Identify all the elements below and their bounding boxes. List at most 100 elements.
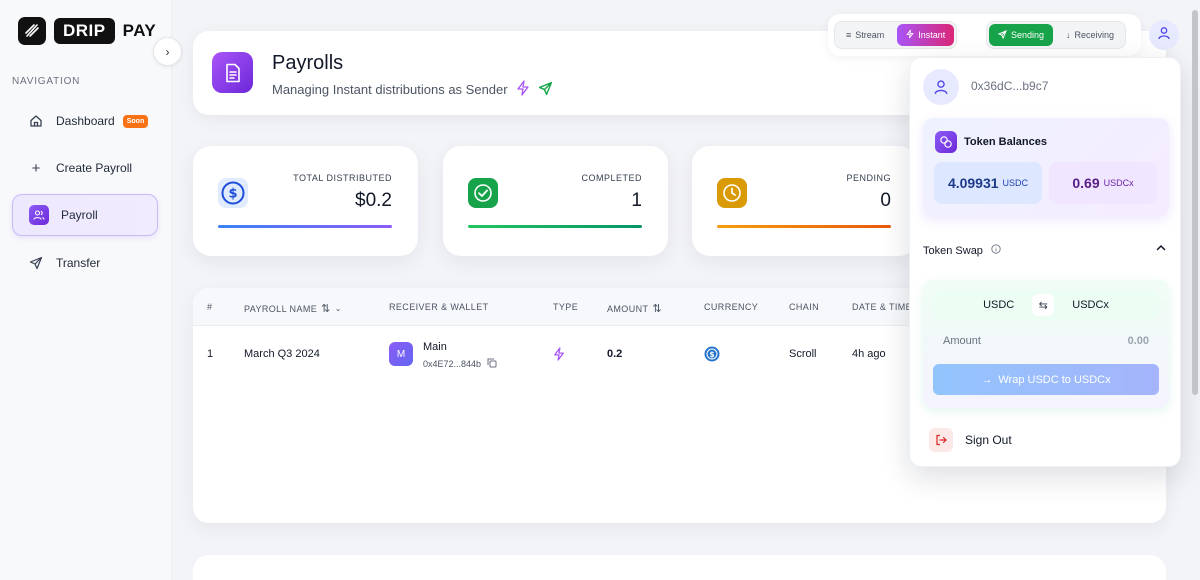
balance-value: 4.09931 [947,175,999,191]
page-title: Payrolls [272,52,344,74]
column-header-label: PAYROLL NAME [244,303,318,314]
stat-card-total-distributed: $ TOTAL DISTRIBUTED $0.2 [193,146,418,256]
stat-value: 0 [880,190,891,211]
plus-icon: + [31,159,41,177]
svg-text:$: $ [228,187,237,202]
stat-bar [717,225,891,228]
amount-field[interactable]: Amount 0.00 [933,326,1159,356]
chevron-right-icon: › [165,44,170,59]
stat-card-pending: PENDING 0 [692,146,917,256]
secondary-card [193,555,1166,580]
sidebar-item-label: Payroll [61,208,98,222]
balance-unit: USDCx [1103,178,1134,188]
send-icon [538,81,553,99]
logo[interactable]: DRIP PAY [18,17,156,45]
column-header-date: DATE & TIME [852,302,913,312]
page-subtitle-text: Managing Instant distributions as Sender [272,82,508,97]
send-icon [28,255,44,271]
token-swap-panel: USDC ⇆ USDCx Amount 0.00 → Wrap USDC to … [923,280,1169,408]
sidebar-item-payroll[interactable]: Payroll [12,194,158,236]
sending-toggle[interactable]: Sending [989,24,1054,46]
stat-label: PENDING [846,173,891,183]
sort-icon: ⇅ [652,303,663,315]
sign-out-button[interactable]: Sign Out [929,428,1012,452]
swap-arrows-icon[interactable]: ⇆ [1032,294,1055,316]
column-header-payroll-name[interactable]: PAYROLL NAME ⇅ ⌄ [244,302,342,315]
receiving-toggle[interactable]: ↓ Receiving [1057,24,1123,46]
page-subtitle: Managing Instant distributions as Sender [272,80,553,99]
stat-label: TOTAL DISTRIBUTED [293,173,392,183]
coins-icon [935,131,957,153]
row-wallet-address: 0x4E72...844b [423,359,482,369]
chevron-up-icon[interactable] [1156,242,1166,254]
usdc-icon: $ [704,346,720,365]
instant-toggle-label: Instant [918,30,946,40]
arrow-right-icon: → [981,373,993,386]
chevron-down-icon: ⌄ [334,304,342,313]
stream-toggle[interactable]: ≡ Stream [837,24,893,46]
sidebar-item-create-payroll[interactable]: + Create Payroll [12,147,158,189]
sidebar-item-transfer[interactable]: Transfer [12,242,158,284]
stat-bar [468,225,642,228]
dollar-icon: $ [218,178,248,208]
token-swap-title: Token Swap [923,244,983,257]
row-chain: Scroll [789,348,817,360]
sidebar-item-label: Transfer [56,256,101,270]
token-balances-panel: Token Balances 4.09931 USDC 0.69 USDCx [923,118,1169,216]
svg-text:$: $ [709,350,714,359]
amount-label: Amount [943,335,981,347]
stat-value: 1 [631,190,642,211]
stat-card-completed: COMPLETED 1 [443,146,668,256]
balance-unit: USDC [1002,178,1029,188]
token-balances-title: Token Balances [964,136,1047,148]
column-header-amount[interactable]: AMOUNT ⇅ [607,302,662,315]
send-icon [997,29,1007,41]
wallet-address[interactable]: 0x36dC...b9c7 [971,79,1049,93]
wrap-button-label: Wrap USDC to USDCx [998,373,1111,386]
soon-badge: Soon [122,114,149,128]
home-icon [28,113,44,129]
row-payroll-name: March Q3 2024 [244,348,320,360]
users-icon [29,205,49,225]
document-icon [212,52,253,93]
mode-toggles: ≡ Stream Instant Sending ↓ Receiving [828,14,1141,56]
page-scrollbar[interactable] [1192,10,1198,395]
swap-to-token: USDCx [1072,299,1109,311]
bolt-icon [553,347,565,364]
receiving-toggle-label: Receiving [1074,30,1115,40]
bolt-icon [516,80,530,99]
sort-icon: ⇅ [321,303,331,315]
arrow-down-icon: ↓ [1066,30,1071,40]
mode-toggle-group: ≡ Stream Instant [834,21,958,49]
row-amount: 0.2 [607,348,623,360]
instant-toggle[interactable]: Instant [897,24,955,46]
receiver-avatar: M [389,342,413,366]
column-header-label: AMOUNT [607,303,649,314]
usdc-balance: 4.09931 USDC [934,162,1042,204]
row-wallet: 0x4E72...844b [423,358,497,370]
row-receiver-name: Main [423,341,447,353]
clock-icon [717,178,747,208]
wrap-button[interactable]: → Wrap USDC to USDCx [933,364,1159,395]
column-header-index: # [207,302,213,312]
copy-icon[interactable] [487,358,497,370]
column-header-receiver: RECEIVER & WALLET [389,302,489,312]
sidebar-item-label: Dashboard [56,114,115,128]
column-header-chain: CHAIN [789,302,820,312]
sidebar-item-dashboard[interactable]: Dashboard Soon [12,100,158,142]
logo-drip-text: DRIP [54,18,115,44]
bolt-icon [906,29,915,41]
sign-out-label: Sign Out [965,433,1012,447]
token-swap-header[interactable]: Token Swap [923,244,1001,257]
column-header-type: TYPE [553,302,579,312]
sidebar-collapse-button[interactable]: › [153,37,182,66]
logout-icon [929,428,953,452]
account-avatar-button[interactable] [1149,20,1179,50]
user-icon [1157,26,1171,45]
stream-toggle-label: Stream [855,30,885,40]
drip-logo-icon [18,17,46,45]
balance-value: 0.69 [1072,175,1100,191]
swap-from-token: USDC [983,299,1015,311]
sidebar-item-label: Create Payroll [56,161,133,175]
sidebar: DRIP PAY NAVIGATION Dashboard Soon + Cre… [0,0,172,580]
